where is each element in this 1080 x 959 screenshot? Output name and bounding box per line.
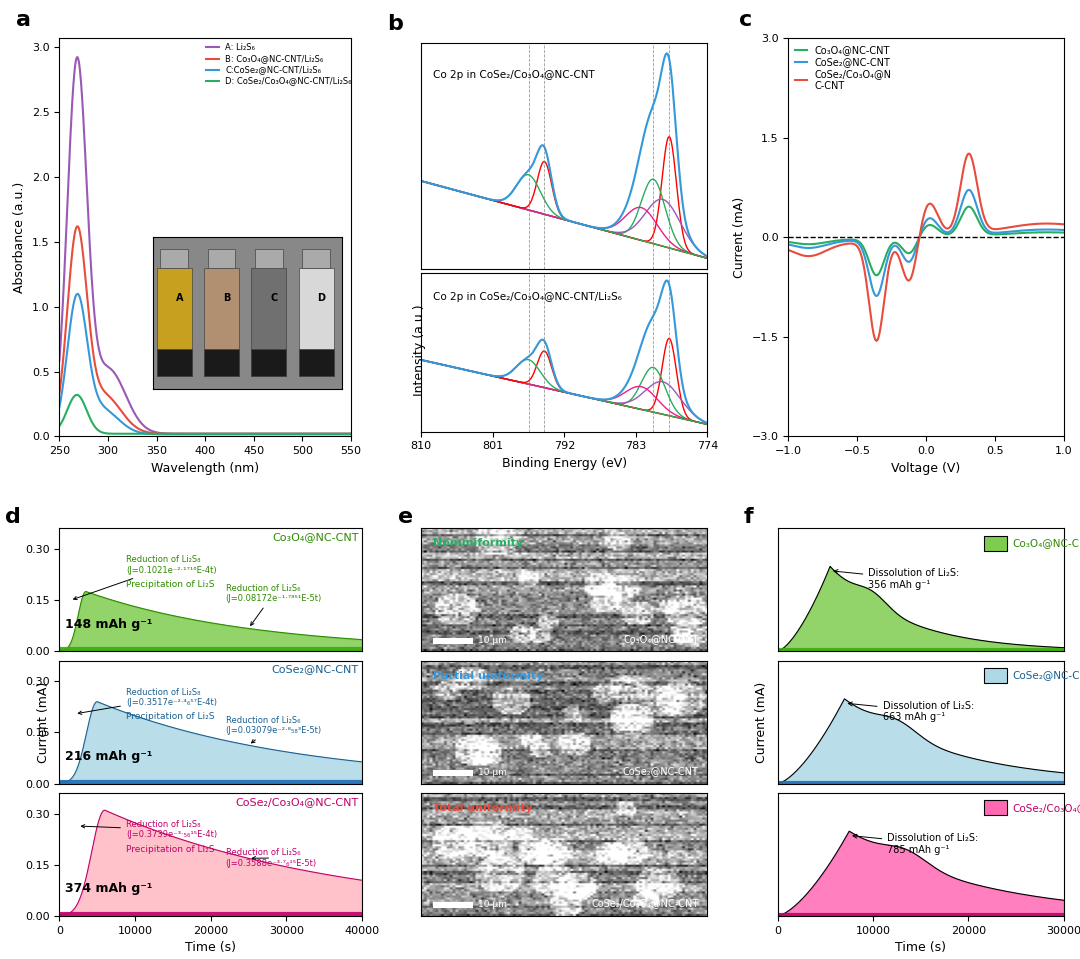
Text: Nonuniformity: Nonuniformity [433, 538, 523, 549]
Text: Reduction of Li₂S₈
(J=0.3739e⁻³·₅₆¹⁵E-4t): Reduction of Li₂S₈ (J=0.3739e⁻³·₅₆¹⁵E-4t… [81, 820, 217, 839]
Y-axis label: Absorbance (a.u.): Absorbance (a.u.) [13, 181, 26, 293]
Text: f: f [743, 507, 753, 527]
Text: a: a [15, 11, 30, 31]
Text: CoSe₂@NC-CNT: CoSe₂@NC-CNT [1012, 670, 1080, 681]
X-axis label: Time (s): Time (s) [895, 941, 946, 954]
Legend: A: Li₂S₆, B: Co₃O₄@NC-CNT/Li₂S₆, C:CoSe₂@NC-CNT/Li₂S₆, D: CoSe₂/Co₃O₄@NC-CNT/Li₂: A: Li₂S₆, B: Co₃O₄@NC-CNT/Li₂S₆, C:CoSe₂… [205, 42, 353, 86]
Bar [984, 536, 1007, 550]
Text: Reduction of Li₂S₈
(J=0.1021e⁻²·¹⁷¹⁶E-4t): Reduction of Li₂S₈ (J=0.1021e⁻²·¹⁷¹⁶E-4t… [73, 555, 217, 599]
Text: b: b [387, 13, 403, 34]
Text: Precipitation of Li₂S: Precipitation of Li₂S [126, 713, 215, 721]
X-axis label: Voltage (V): Voltage (V) [891, 461, 961, 475]
Text: Co₃O₄@NC-CNT: Co₃O₄@NC-CNT [623, 634, 699, 643]
Text: Current (mA): Current (mA) [755, 682, 768, 762]
Bar [984, 668, 1007, 683]
Text: Co₃O₄@NC-CNT: Co₃O₄@NC-CNT [272, 532, 359, 542]
Text: Current (mA): Current (mA) [37, 682, 50, 762]
Text: Co 2p in CoSe₂/Co₃O₄@NC-CNT: Co 2p in CoSe₂/Co₃O₄@NC-CNT [433, 70, 594, 81]
Text: e: e [399, 507, 414, 527]
Text: Precipitation of Li₂S: Precipitation of Li₂S [126, 580, 215, 589]
X-axis label: Time (s): Time (s) [185, 941, 237, 954]
Bar [433, 902, 473, 908]
Text: Partial uniformity: Partial uniformity [433, 670, 543, 681]
Text: Co₃O₄@NC-CNT: Co₃O₄@NC-CNT [1012, 538, 1080, 549]
Bar [984, 801, 1007, 815]
Text: Reduction of Li₂S₆
(J=0.03079e⁻²·⁸₅₈³E-5t): Reduction of Li₂S₆ (J=0.03079e⁻²·⁸₅₈³E-5… [226, 716, 322, 743]
Text: 374 mAh g⁻¹: 374 mAh g⁻¹ [66, 882, 153, 896]
Text: Reduction of Li₂S₆
(J=0.3588e⁻³·⁷₆¹⁵E-5t): Reduction of Li₂S₆ (J=0.3588e⁻³·⁷₆¹⁵E-5t… [226, 849, 316, 868]
Text: Dissolution of Li₂S:
356 mAh g⁻¹: Dissolution of Li₂S: 356 mAh g⁻¹ [834, 569, 959, 590]
Text: Reduction of Li₂S₈
(J=0.3517e⁻²·⁴₆⁵⁷E-4t): Reduction of Li₂S₈ (J=0.3517e⁻²·⁴₆⁵⁷E-4t… [78, 688, 217, 714]
Text: 10 μm: 10 μm [478, 768, 508, 777]
Text: CoSe₂@NC-CNT: CoSe₂@NC-CNT [272, 665, 359, 674]
Bar [433, 638, 473, 643]
Text: 10 μm: 10 μm [478, 901, 508, 909]
Text: d: d [5, 507, 21, 527]
Text: CoSe₂/Co₃O₄@NC-CNT: CoSe₂/Co₃O₄@NC-CNT [235, 797, 359, 807]
Text: Total uniformity: Total uniformity [433, 803, 532, 813]
X-axis label: Binding Energy (eV): Binding Energy (eV) [502, 456, 626, 470]
Text: 216 mAh g⁻¹: 216 mAh g⁻¹ [66, 750, 153, 763]
Text: Intensity (a.u.): Intensity (a.u.) [413, 304, 426, 396]
Text: Reduction of Li₂S₆
(J=0.08172e⁻¹·⁷⁸⁵¹E-5t): Reduction of Li₂S₆ (J=0.08172e⁻¹·⁷⁸⁵¹E-5… [226, 584, 322, 625]
Text: CoSe₂@NC-CNT: CoSe₂@NC-CNT [623, 766, 699, 776]
Text: CoSe₂/Co₃O₄@NC-CNT: CoSe₂/Co₃O₄@NC-CNT [1012, 803, 1080, 813]
Text: Dissolution of Li₂S:
663 mAh g⁻¹: Dissolution of Li₂S: 663 mAh g⁻¹ [848, 701, 974, 722]
Text: c: c [739, 11, 752, 31]
Text: Precipitation of Li₂S: Precipitation of Li₂S [126, 845, 215, 854]
Text: 148 mAh g⁻¹: 148 mAh g⁻¹ [66, 618, 153, 631]
Text: Dissolution of Li₂S:
785 mAh g⁻¹: Dissolution of Li₂S: 785 mAh g⁻¹ [853, 833, 978, 854]
X-axis label: Wavelength (nm): Wavelength (nm) [151, 461, 259, 475]
Y-axis label: Current (mA): Current (mA) [733, 197, 746, 278]
Text: Co 2p in CoSe₂/Co₃O₄@NC-CNT/Li₂S₆: Co 2p in CoSe₂/Co₃O₄@NC-CNT/Li₂S₆ [433, 292, 621, 302]
Text: CoSe₂/Co₃O₄@NC-CNT: CoSe₂/Co₃O₄@NC-CNT [592, 899, 699, 908]
Bar [433, 770, 473, 776]
Legend: Co₃O₄@NC-CNT, CoSe₂@NC-CNT, CoSe₂/Co₃O₄@N
C-CNT: Co₃O₄@NC-CNT, CoSe₂@NC-CNT, CoSe₂/Co₃O₄@… [794, 43, 893, 93]
Text: 10 μm: 10 μm [478, 636, 508, 644]
